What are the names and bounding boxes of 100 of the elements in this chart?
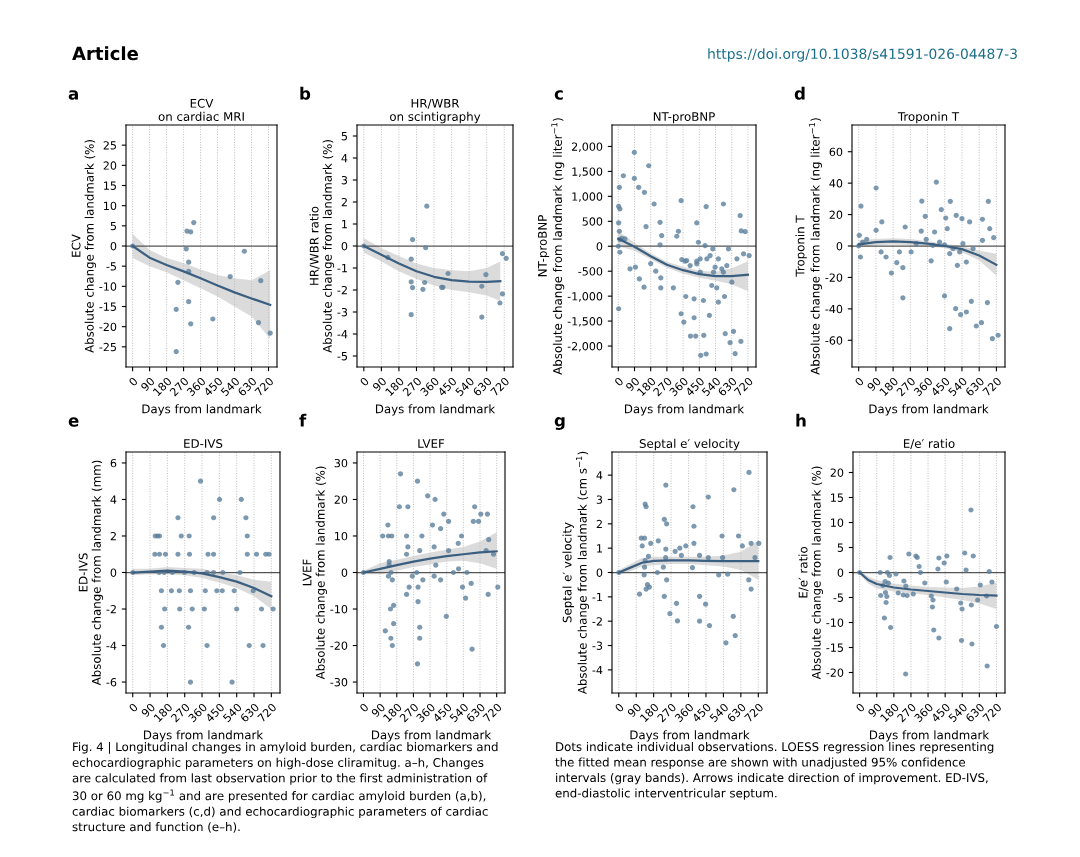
y-tick-label: 0 — [341, 241, 348, 251]
x-tick-label: 180 — [879, 376, 899, 397]
y-tick-label: 4 — [341, 154, 348, 163]
y-tick-label: 25 — [103, 141, 116, 150]
y-tick-label: -2 — [592, 617, 602, 626]
x-tick-label: 720 — [257, 702, 277, 723]
chart-title: LVEF — [418, 439, 445, 448]
x-axis-title: Days from landmark — [624, 404, 745, 416]
y-tick-label: 2 — [596, 519, 602, 529]
y-axis-title: ECV Absolute change from landmark (%) — [71, 140, 97, 353]
y-tick-label: -2 — [106, 604, 116, 614]
y-tick-label: 10 — [831, 518, 844, 527]
y-tick-label: -500 — [578, 267, 603, 276]
x-axis-title: Days from landmark — [375, 404, 496, 416]
x-tick-label: 0 — [855, 702, 866, 713]
chart-title: ECV on cardiac MRI — [158, 98, 244, 121]
y-tick-label: -5 — [106, 262, 116, 271]
x-tick-label: 540 — [709, 702, 729, 723]
y-tick-label: 3 — [341, 175, 348, 185]
y-tick-label: -15 — [99, 302, 116, 311]
x-tick-label: 0 — [128, 702, 139, 713]
y-tick-label: -5 — [833, 593, 843, 602]
y-tick-label: 30 — [334, 458, 348, 468]
y-tick-label: 10 — [104, 201, 117, 211]
x-tick-label: 360 — [913, 702, 934, 723]
y-tick-label: -4 — [106, 641, 117, 650]
y-axis-title: Septal e′ velocity Absolute change from landmark (cm s$^{−1}$) — [562, 451, 590, 695]
chart-title: Troponin T — [897, 111, 960, 124]
y-tick-label: 10 — [335, 531, 348, 541]
x-tick-label: 540 — [449, 702, 469, 723]
y-tick-label: 1,500 — [572, 167, 603, 177]
y-tick-label: -2 — [337, 285, 347, 295]
text: f — [299, 413, 307, 427]
y-tick-label: -3 — [592, 641, 603, 650]
y-tick-label: -1 — [337, 264, 347, 273]
y-tick-label: 500 — [582, 217, 603, 226]
x-tick-label: 720 — [982, 376, 1002, 397]
y-tick-label: 4 — [110, 495, 117, 504]
x-tick-label: 180 — [153, 702, 173, 723]
y-tick-label: 1 — [342, 220, 347, 229]
x-tick-label: 720 — [254, 376, 275, 397]
y-tick-label: -10 — [99, 282, 117, 291]
text: Article — [72, 46, 138, 61]
x-tick-label: 360 — [674, 702, 695, 723]
chart-title: Septal e′ velocity — [639, 438, 740, 451]
x-tick-label: 90 — [370, 702, 386, 718]
y-tick-label: 2 — [110, 531, 116, 541]
y-tick-label: -20 — [826, 668, 844, 677]
x-tick-label: 90 — [372, 376, 387, 392]
text: Dots indicate individual observations. LOESS regression lines representing the fitted mean response are shown with unadjusted 95% confidence intervals (gray bands). Arrows indicate direction of improvement. ED-IVS, end-diastolic interventricular septum. — [555, 742, 994, 800]
chart-title: NT-proBNP — [653, 112, 715, 124]
y-axis-title: E/e′ ratio Absolute change from landmark (%) — [798, 466, 824, 680]
x-tick-label: 540 — [454, 376, 475, 397]
y-tick-label: 0 — [110, 241, 117, 251]
y-tick-label: -15 — [826, 643, 843, 652]
y-tick-label: 20 — [334, 495, 348, 504]
x-tick-label: 540 — [947, 376, 968, 397]
text: a — [68, 90, 78, 100]
y-tick-label: 0 — [837, 568, 844, 577]
x-tick-label: 720 — [982, 702, 1003, 723]
x-tick-label: 0 — [613, 376, 624, 387]
y-tick-label: 0 — [596, 568, 603, 577]
y-tick-label: -4 — [337, 330, 348, 339]
x-axis-title: Days from landmark — [371, 730, 492, 742]
x-tick-label: 540 — [948, 702, 968, 723]
y-tick-label: -5 — [337, 352, 347, 361]
x-tick-label: 0 — [128, 376, 139, 387]
text: https://doi.org/10.1038/s41591-026-04487-3 — [708, 48, 1017, 62]
y-tick-label: -20 — [99, 322, 117, 332]
x-tick-label: 0 — [854, 376, 865, 387]
x-tick-label: 630 — [965, 702, 985, 723]
x-tick-label: 720 — [744, 702, 764, 723]
y-tick-label: 0 — [596, 242, 603, 251]
y-tick-label: -6 — [106, 678, 117, 687]
text: g — [554, 417, 565, 430]
y-tick-label: -3 — [337, 307, 348, 317]
y-tick-label: -60 — [825, 336, 843, 345]
y-tick-label: 2,000 — [571, 142, 603, 152]
x-tick-label: 0 — [614, 702, 625, 713]
y-tick-label: 2 — [341, 197, 347, 207]
y-tick-label: -20 — [330, 641, 348, 650]
y-tick-label: 20 — [103, 161, 117, 170]
y-tick-label: -30 — [330, 678, 348, 687]
y-axis-title: NT-proBNP Absolute change from landmark (ng liter$^{−1}$) — [538, 118, 565, 375]
y-tick-label: 1,000 — [572, 192, 603, 202]
chart-title: ED-IVS — [184, 439, 223, 448]
chart-title: E/e′ ratio — [903, 438, 955, 449]
y-tick-label: 60 — [829, 147, 843, 157]
text: d — [794, 86, 805, 100]
y-tick-label: 20 — [830, 468, 844, 477]
text: e — [68, 417, 79, 427]
x-tick-label: 360 — [913, 376, 934, 397]
y-tick-label: -40 — [825, 304, 843, 314]
y-tick-label: 15 — [831, 493, 843, 502]
caption: Fig. 4 | Longitudinal changes in amyloid burden, cardiac biomarkers and echocardiographic parameters on high-dose cliramitug. a–h, Changes are calculated from last observation prior to the first administration of 30 or 60 mg kg$^{−1}$ and are presented for cardiac amyloid burden (a,b), cardiac biomarkers (c,d) and echocardiographic parameters of cardiac structure and function (e–h). — [72, 742, 498, 833]
y-tick-label: -1,500 — [567, 317, 603, 327]
x-tick-label: 0 — [359, 376, 370, 387]
y-tick-label: 6 — [110, 458, 117, 468]
x-axis-title: Days from landmark — [630, 730, 750, 742]
y-axis-title: LVEF Absolute change from landmark (%) — [302, 466, 328, 680]
